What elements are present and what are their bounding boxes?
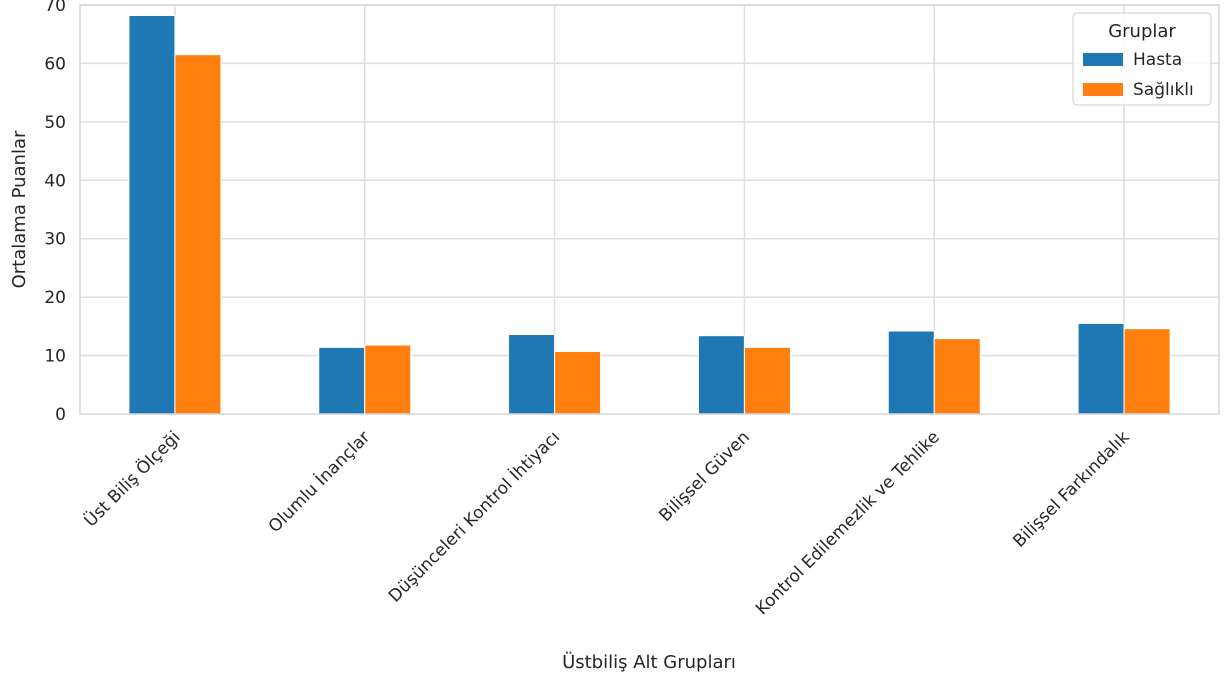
x-tick-label: Kontrol Edilemezlik ve Tehlike bbox=[752, 427, 944, 619]
bar-hasta bbox=[1077, 322, 1125, 415]
legend-label-saglikli: Sağlıklı bbox=[1133, 80, 1194, 100]
bar-saglikli bbox=[174, 54, 222, 415]
bars bbox=[128, 15, 1171, 415]
y-tick-label: 50 bbox=[44, 113, 66, 133]
bar-hasta bbox=[887, 330, 935, 415]
legend-box bbox=[1072, 12, 1212, 106]
x-tick-label: Üst Biliş Ölçeği bbox=[79, 426, 184, 531]
x-tick-label: Bilişsel Güven bbox=[655, 427, 754, 526]
y-tick-label: 10 bbox=[44, 347, 66, 367]
y-tick-label: 40 bbox=[44, 171, 66, 191]
y-tick-label: 70 bbox=[44, 0, 66, 16]
x-tick-labels: Üst Biliş Ölçeği Olumlu İnançlar Düşüncele… bbox=[79, 426, 1134, 619]
legend: Gruplar Hasta Sağlıklı bbox=[1072, 12, 1212, 106]
bar-saglikli bbox=[933, 338, 981, 415]
y-tick-label: 30 bbox=[44, 230, 66, 250]
legend-title: Gruplar bbox=[1108, 21, 1176, 42]
x-axis-label: Üstbiliş Alt Grupları bbox=[562, 651, 736, 673]
y-tick-label: 60 bbox=[44, 54, 66, 74]
grid bbox=[80, 4, 1219, 414]
legend-swatch-hasta bbox=[1083, 53, 1123, 66]
bar-hasta bbox=[697, 335, 745, 415]
bar-hasta bbox=[318, 346, 366, 415]
y-tick-labels: 0 10 20 30 40 50 60 70 bbox=[44, 0, 66, 425]
bar-saglikli bbox=[1123, 328, 1171, 415]
bar-saglikli bbox=[364, 344, 412, 415]
y-axis-label: Ortalama Puanlar bbox=[9, 130, 30, 288]
x-tick-label: Bilişsel Farkındalık bbox=[1009, 427, 1133, 551]
x-tick-label: Olumlu İnançlar bbox=[264, 427, 374, 537]
x-tick-label: Düşünceleri Kontrol İhtiyacı bbox=[384, 427, 564, 607]
plot-frame bbox=[79, 4, 1220, 415]
bar-hasta bbox=[508, 334, 556, 415]
bar-saglikli bbox=[743, 346, 791, 415]
bar-saglikli bbox=[554, 350, 602, 415]
legend-label-hasta: Hasta bbox=[1133, 50, 1182, 70]
y-tick-label: 0 bbox=[55, 405, 66, 425]
bar-hasta bbox=[128, 15, 176, 415]
y-tick-label: 20 bbox=[44, 288, 66, 308]
legend-swatch-saglikli bbox=[1083, 83, 1123, 96]
